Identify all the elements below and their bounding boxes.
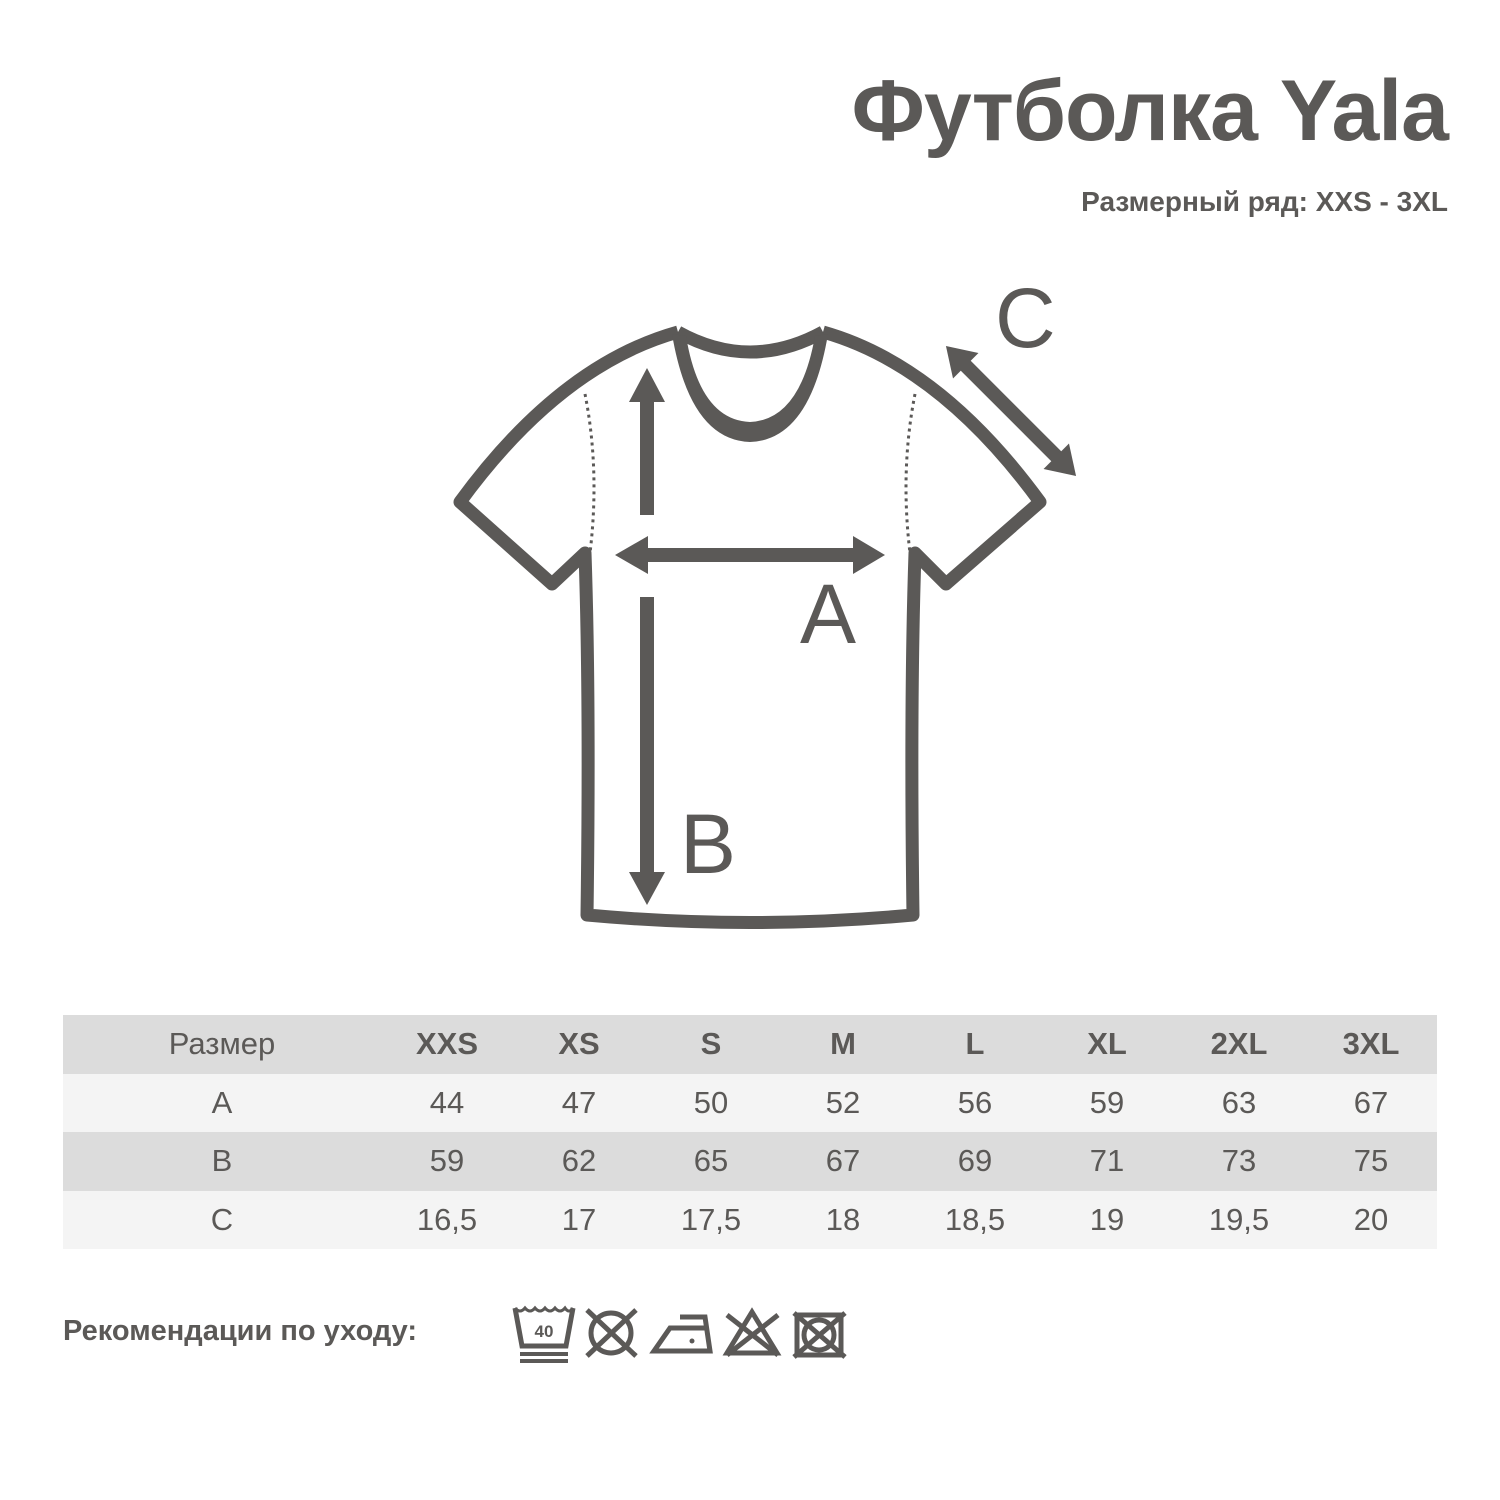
table-row: C 16,5 17 17,5 18 18,5 19 19,5 20: [63, 1190, 1437, 1249]
table-cell: B: [211, 1143, 233, 1179]
table-cell: 44: [429, 1084, 465, 1120]
header-cell: S: [700, 1026, 722, 1062]
table-cell: 20: [1353, 1201, 1389, 1237]
table-cell: 17: [561, 1201, 597, 1237]
table-cell: 18,5: [944, 1201, 1006, 1237]
table-cell: 63: [1221, 1084, 1257, 1120]
product-title: Футболка Yala: [851, 63, 1449, 159]
table-cell: 56: [957, 1084, 993, 1120]
table-cell: 19,5: [1208, 1201, 1270, 1237]
table-cell: 67: [825, 1143, 861, 1179]
table-cell: 65: [693, 1143, 729, 1179]
header-cell: XS: [558, 1026, 600, 1062]
header-cell: L: [965, 1026, 985, 1062]
table-cell: 17,5: [680, 1201, 742, 1237]
size-table: Размер XXS XS S M L XL 2XL 3XL A 44 47 5…: [63, 1015, 1437, 1249]
header-cell: XL: [1087, 1026, 1127, 1062]
arrow-a: [615, 536, 885, 574]
table-row: A 44 47 50 52 56 59 63 67: [63, 1073, 1437, 1132]
iron-low-icon: [649, 1314, 713, 1354]
tshirt-diagram: A B C: [453, 271, 1077, 929]
no-dry-clean-icon: [792, 1311, 847, 1359]
care-label: Рекомендации по уходу:: [63, 1315, 418, 1347]
table-cell: 69: [957, 1143, 993, 1179]
table-cell: 75: [1353, 1143, 1389, 1179]
arrow-c: [945, 345, 1077, 477]
table-cell: C: [210, 1201, 234, 1237]
label-b: B: [680, 797, 736, 891]
header-cell: Размер: [168, 1026, 276, 1062]
header-cell: 3XL: [1342, 1026, 1400, 1062]
table-cell: A: [211, 1084, 233, 1120]
table-cell: 59: [1089, 1084, 1125, 1120]
table-cell: 73: [1221, 1143, 1257, 1179]
header-cell: 2XL: [1210, 1026, 1268, 1062]
table-row: B 59 62 65 67 69 71 73 75: [63, 1132, 1437, 1191]
tshirt-outline: [453, 325, 1047, 929]
label-a: A: [800, 567, 856, 661]
table-cell: 50: [693, 1084, 729, 1120]
table-cell: 19: [1089, 1201, 1125, 1237]
collar-band: [672, 334, 828, 442]
wash-temp: 40: [535, 1322, 554, 1341]
collar-top: [674, 326, 827, 359]
table-cell: 59: [429, 1143, 465, 1179]
right-seam: [904, 393, 917, 554]
no-tumble-dry-icon: [585, 1308, 638, 1358]
table-header: Размер XXS XS S M L XL 2XL 3XL: [63, 1015, 1437, 1074]
table-cell: 71: [1089, 1143, 1125, 1179]
no-bleach-icon: [722, 1307, 782, 1357]
table-cell: 62: [561, 1143, 597, 1179]
care-icons: 40: [512, 1305, 847, 1363]
table-cell: 67: [1353, 1084, 1389, 1120]
label-c: C: [995, 271, 1056, 365]
table-cell: 52: [825, 1084, 861, 1120]
table-cell: 16,5: [416, 1201, 478, 1237]
size-range: Размерный ряд: XXS - 3XL: [1081, 186, 1448, 217]
left-seam: [583, 393, 596, 554]
header-cell: XXS: [415, 1026, 479, 1062]
table-cell: 47: [561, 1084, 597, 1120]
arrow-b: [629, 368, 665, 905]
table-cell: 18: [825, 1201, 861, 1237]
header-cell: M: [830, 1026, 856, 1062]
wash-40-gentle-icon: 40: [512, 1305, 576, 1363]
